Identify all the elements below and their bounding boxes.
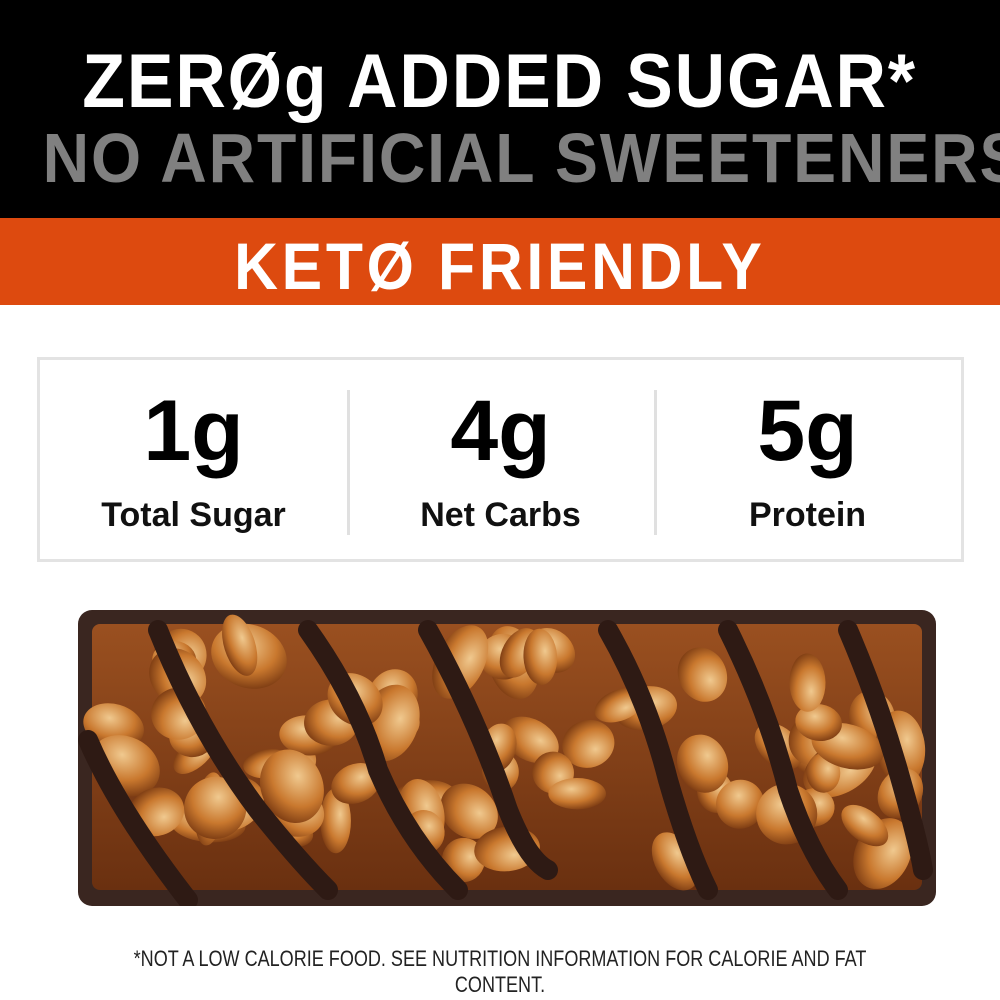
headline-line1: ZERØg ADDED SUGAR*: [82, 39, 918, 124]
nut: [677, 647, 728, 702]
snack-bar-image: [78, 610, 936, 906]
nut: [320, 788, 351, 854]
stat-value: 5g: [757, 383, 858, 479]
nut: [222, 614, 258, 676]
keto-banner-text: KETØ FRIENDLY: [234, 229, 766, 303]
nut: [676, 734, 729, 793]
nut: [795, 703, 842, 742]
nut: [562, 719, 615, 768]
keto-banner: KETØ FRIENDLY: [0, 218, 1000, 305]
nut: [715, 779, 765, 829]
stat-label: Total Sugar: [101, 496, 286, 534]
headline-line2: NO ARTIFICIAL SWEETENERS: [42, 119, 1000, 197]
headline-band: ZERØg ADDED SUGAR* NO ARTIFICIAL SWEETEN…: [0, 0, 1000, 218]
stat-label: Net Carbs: [420, 496, 581, 534]
stat-total-sugar: 1g Total Sugar: [40, 360, 347, 559]
stat-value: 4g: [450, 383, 551, 479]
disclaimer: *NOT A LOW CALORIE FOOD. SEE NUTRITION I…: [133, 946, 867, 997]
stat-net-carbs: 4g Net Carbs: [347, 360, 654, 559]
nut: [440, 783, 498, 839]
nut: [259, 749, 324, 824]
nut: [841, 804, 889, 847]
nut: [184, 776, 247, 840]
nutrition-stats: 1g Total Sugar 4g Net Carbs 5g Protein: [37, 357, 964, 562]
nut: [502, 716, 559, 764]
nut: [523, 628, 558, 685]
nut: [789, 653, 826, 712]
stat-protein: 5g Protein: [654, 360, 961, 559]
stat-value: 1g: [143, 383, 244, 479]
nut: [548, 778, 606, 810]
chocolate-drizzle: [78, 620, 933, 906]
nut: [331, 763, 381, 804]
stat-label: Protein: [748, 496, 867, 534]
